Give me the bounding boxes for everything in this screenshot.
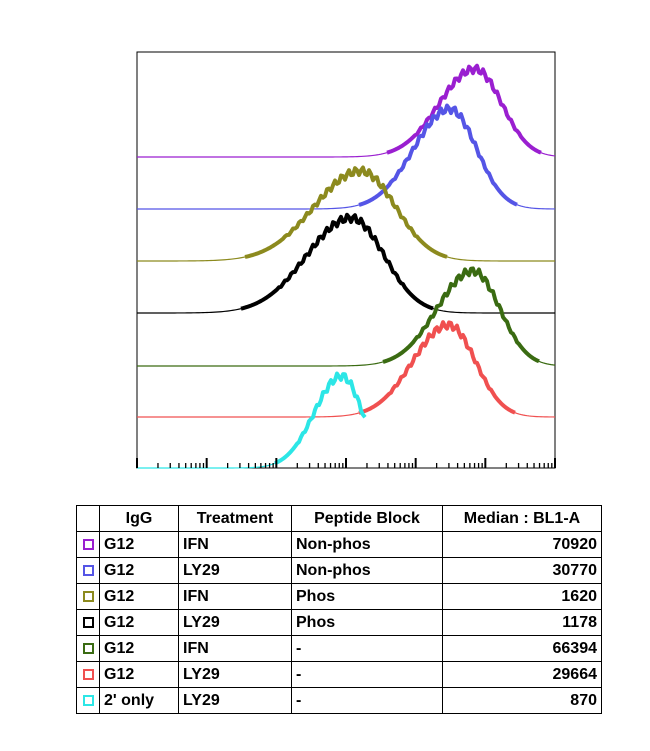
table-row: G12 IFN Non-phos 70920 [76, 531, 602, 558]
table-row: G12 IFN Phos 1620 [76, 583, 602, 610]
legend-swatch-box [82, 565, 94, 577]
cell-treatment: IFN [178, 531, 292, 558]
header-igg: IgG [99, 505, 179, 532]
header-treatment: Treatment [178, 505, 292, 532]
cell-igg: G12 [99, 531, 179, 558]
cell-igg: 2' only [99, 687, 179, 714]
legend-swatch [76, 583, 100, 610]
histogram-peak [274, 371, 367, 466]
swatch-header [76, 505, 100, 532]
legend-table: IgG Treatment Peptide Block Median : BL1… [76, 505, 602, 714]
cell-median: 1620 [442, 583, 602, 610]
cell-igg: G12 [99, 557, 179, 584]
legend-swatch [76, 531, 100, 558]
legend-swatch [76, 661, 100, 688]
cell-igg: G12 [99, 583, 179, 610]
legend-swatch-box [82, 669, 94, 681]
cell-peptide-block: Non-phos [291, 531, 443, 558]
header-median: Median : BL1-A [442, 505, 602, 532]
legend-swatch-box [82, 539, 94, 551]
histogram-peak [240, 212, 434, 311]
table-header-row: IgG Treatment Peptide Block Median : BL1… [76, 505, 602, 532]
cell-igg: G12 [99, 661, 179, 688]
cell-peptide-block: - [291, 661, 443, 688]
cell-peptide-block: Non-phos [291, 557, 443, 584]
histogram-trace-baseline [137, 320, 556, 418]
cell-peptide-block: - [291, 635, 443, 662]
cell-median: 30770 [442, 557, 602, 584]
legend-swatch-box [82, 643, 94, 655]
legend-swatch [76, 557, 100, 584]
table-row: G12 LY29 Non-phos 30770 [76, 557, 602, 584]
legend-swatch-box [82, 617, 94, 629]
cell-treatment: LY29 [178, 661, 292, 688]
table-row: G12 LY29 Phos 1178 [76, 609, 602, 636]
legend-swatch-box [82, 695, 94, 707]
cell-treatment: IFN [178, 635, 292, 662]
table-row: 2' only LY29-870 [76, 687, 602, 714]
cell-peptide-block: - [291, 687, 443, 714]
histogram-trace-baseline [137, 372, 366, 469]
histogram-peak [382, 266, 540, 364]
cell-treatment: LY29 [178, 557, 292, 584]
cell-median: 1178 [442, 609, 602, 636]
cell-igg: G12 [99, 609, 179, 636]
cell-igg: G12 [99, 635, 179, 662]
legend-swatch [76, 609, 100, 636]
cell-median: 29664 [442, 661, 602, 688]
legend-swatch [76, 687, 100, 714]
histogram-peak [358, 103, 518, 207]
histogram-peak [358, 320, 516, 415]
cell-treatment: LY29 [178, 687, 292, 714]
histogram-overlay-plot [136, 51, 556, 469]
cell-median: 66394 [442, 635, 602, 662]
legend-swatch-box [82, 591, 94, 603]
header-peptide-block: Peptide Block [291, 505, 443, 532]
table-row: G12 LY29-29664 [76, 661, 602, 688]
cell-treatment: LY29 [178, 609, 292, 636]
legend-swatch [76, 635, 100, 662]
table-row: G12 IFN -66394 [76, 635, 602, 662]
cell-median: 70920 [442, 531, 602, 558]
cell-peptide-block: Phos [291, 609, 443, 636]
plot-frame [136, 51, 556, 469]
cell-median: 870 [442, 687, 602, 714]
histogram-peak [386, 63, 542, 155]
cell-treatment: IFN [178, 583, 292, 610]
cell-peptide-block: Phos [291, 583, 443, 610]
histogram-peak [244, 165, 448, 259]
histogram-trace-baseline [136, 213, 555, 314]
histogram-trace-baseline [137, 267, 556, 367]
